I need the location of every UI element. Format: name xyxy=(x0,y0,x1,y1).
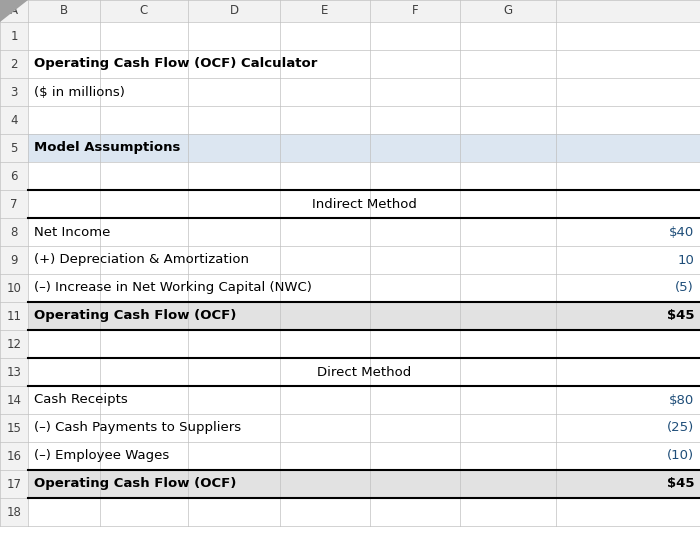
Text: 2: 2 xyxy=(10,58,18,71)
Text: Cash Receipts: Cash Receipts xyxy=(34,393,127,406)
Text: 15: 15 xyxy=(6,421,22,434)
Bar xyxy=(0,190,28,218)
Bar xyxy=(28,470,700,498)
Text: (–) Increase in Net Working Capital (NWC): (–) Increase in Net Working Capital (NWC… xyxy=(34,281,312,294)
Text: 14: 14 xyxy=(6,393,22,406)
Bar xyxy=(0,274,28,302)
Text: 7: 7 xyxy=(10,197,18,211)
Text: Operating Cash Flow (OCF): Operating Cash Flow (OCF) xyxy=(34,309,237,322)
Bar xyxy=(0,246,28,274)
Text: (+) Depreciation & Amortization: (+) Depreciation & Amortization xyxy=(34,253,249,266)
Text: (5): (5) xyxy=(676,281,694,294)
Bar xyxy=(0,498,28,526)
Text: 17: 17 xyxy=(6,478,22,490)
Text: Direct Method: Direct Method xyxy=(317,365,411,378)
Text: E: E xyxy=(321,4,329,17)
Text: $40: $40 xyxy=(668,225,694,238)
Text: 13: 13 xyxy=(6,365,22,378)
Bar xyxy=(0,106,28,134)
Bar xyxy=(0,414,28,442)
Text: ($ in millions): ($ in millions) xyxy=(34,86,125,99)
Text: 3: 3 xyxy=(10,86,18,99)
Text: 8: 8 xyxy=(10,225,18,238)
Text: $45: $45 xyxy=(666,309,694,322)
Text: A: A xyxy=(10,4,18,17)
Text: Operating Cash Flow (OCF) Calculator: Operating Cash Flow (OCF) Calculator xyxy=(34,58,317,71)
Text: 1: 1 xyxy=(10,30,18,43)
Text: 10: 10 xyxy=(6,281,22,294)
Bar xyxy=(0,358,28,386)
Text: (25): (25) xyxy=(666,421,694,434)
Bar xyxy=(0,78,28,106)
Bar xyxy=(0,442,28,470)
Text: 11: 11 xyxy=(6,309,22,322)
Text: (10): (10) xyxy=(667,450,694,462)
Bar xyxy=(28,302,700,330)
Polygon shape xyxy=(0,0,28,22)
Bar xyxy=(0,302,28,330)
Text: Operating Cash Flow (OCF): Operating Cash Flow (OCF) xyxy=(34,478,237,490)
Text: 10: 10 xyxy=(677,253,694,266)
Text: 9: 9 xyxy=(10,253,18,266)
Text: $80: $80 xyxy=(668,393,694,406)
Bar xyxy=(0,162,28,190)
Text: Model Assumptions: Model Assumptions xyxy=(34,142,181,155)
Text: 18: 18 xyxy=(6,506,22,519)
Text: Indirect Method: Indirect Method xyxy=(312,197,416,211)
Text: 5: 5 xyxy=(10,142,18,155)
Bar xyxy=(28,134,700,162)
Bar xyxy=(0,134,28,162)
Bar xyxy=(0,386,28,414)
Text: F: F xyxy=(412,4,419,17)
Text: 4: 4 xyxy=(10,114,18,127)
Text: Net Income: Net Income xyxy=(34,225,111,238)
Text: (–) Employee Wages: (–) Employee Wages xyxy=(34,450,169,462)
Text: 16: 16 xyxy=(6,450,22,462)
Bar xyxy=(0,218,28,246)
Text: $45: $45 xyxy=(666,478,694,490)
Text: 6: 6 xyxy=(10,169,18,183)
Text: B: B xyxy=(60,4,68,17)
Bar xyxy=(0,0,700,22)
Text: (–) Cash Payments to Suppliers: (–) Cash Payments to Suppliers xyxy=(34,421,241,434)
Text: C: C xyxy=(140,4,148,17)
Bar xyxy=(0,50,28,78)
Text: G: G xyxy=(503,4,512,17)
Text: D: D xyxy=(230,4,239,17)
Bar xyxy=(0,22,28,50)
Text: 12: 12 xyxy=(6,337,22,350)
Bar xyxy=(0,330,28,358)
Bar xyxy=(0,470,28,498)
